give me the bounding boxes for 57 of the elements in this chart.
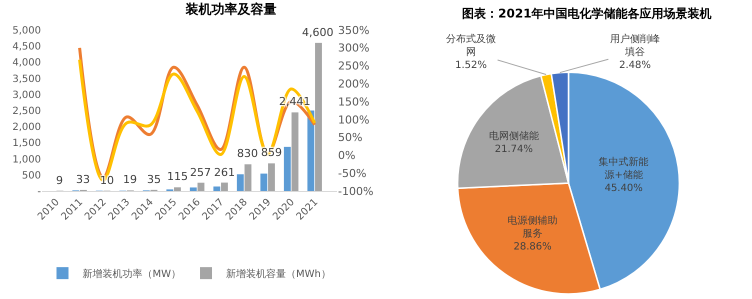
y2-tick-label: -50% [338,166,366,180]
y-tick-label: 4,000 [12,58,41,69]
chart-title: 图表：2021年中国电化学储能各应用场景装机 [462,6,712,20]
slice-label: 集中式新能源+储能 [598,156,649,182]
y-tick-label: 5,000 [12,26,41,36]
y-tick-label: 500 [22,170,41,182]
y-tick-label: 1,500 [12,138,41,150]
chart-title: 装机功率及容量 [184,2,276,18]
legend-label: 新增装机容量（MWh） [226,268,331,280]
y-tick-label: - [37,186,42,198]
slice-label: 电源侧辅助服务 [508,214,558,240]
data-label: 10 [100,174,114,187]
data-label: 33 [76,173,90,186]
data-label: 19 [123,173,137,186]
slice-label: 分布式及微网 [446,33,496,58]
slice-label: 用户侧削峰填谷 [610,33,660,58]
bar [174,187,181,191]
y-tick-label: 3,500 [12,74,41,85]
data-label: 2.48% [619,60,651,71]
bar [190,187,197,191]
data-label: 4,600 [302,26,334,39]
y2-tick-label: 100% [338,113,370,126]
data-label: 261 [214,166,235,179]
bar [292,112,298,191]
data-label: 45.40% [604,183,643,194]
data-label: 830 [237,147,258,160]
y2-tick-label: 150% [338,95,370,108]
y2-tick-label: 300% [338,42,370,55]
bar [260,174,268,191]
slice-label: 电网侧储能 [488,130,539,142]
bar [244,164,252,191]
data-label: 115 [167,170,188,183]
y2-tick-label: 350% [338,24,370,37]
legend-label: 新增装机功率（MW） [82,268,182,280]
y-tick-label: 3,000 [12,90,41,101]
y-tick-label: 2,500 [12,106,41,117]
y2-tick-label: 200% [338,78,370,91]
bar [236,174,244,191]
y-tick-label: 4,500 [12,42,41,53]
data-label: 9 [56,174,63,187]
y-tick-label: 1,000 [12,154,41,166]
data-label: 28.86% [514,242,552,253]
bar [198,182,204,191]
y2-tick-label: 0% [338,149,356,162]
bar [284,146,291,191]
y2-tick-label: -100% [338,184,374,198]
y2-tick-label: 50% [338,131,362,144]
bar [268,163,275,191]
bar [213,186,220,191]
bar [315,42,322,191]
data-label: 257 [190,166,211,179]
y2-tick-label: 250% [338,60,370,73]
bar [221,182,228,191]
data-label: 35 [147,173,161,186]
data-label: 21.74% [494,144,533,156]
data-label: 1.52% [455,60,487,71]
y-tick-label: 2,000 [12,122,41,134]
